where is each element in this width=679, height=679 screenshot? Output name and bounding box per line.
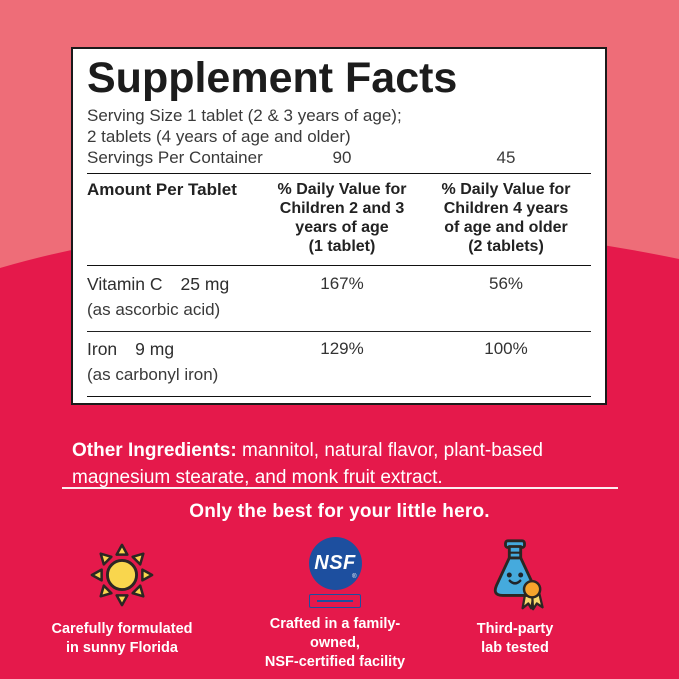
- nutrient-source-note: (as carbonyl iron): [87, 364, 219, 384]
- registered-mark-icon: ®: [352, 574, 357, 580]
- daily-value-col2: 56%: [488, 273, 524, 293]
- divider-thick-bottom: [87, 395, 591, 397]
- header-amount-per-tablet: Amount Per Tablet: [87, 180, 237, 200]
- table-row: Vitamin C 25 mg (as ascorbic acid) 167% 5…: [87, 266, 591, 331]
- servings-value-1: 90: [332, 148, 352, 167]
- daily-value-col2: 100%: [484, 338, 528, 358]
- other-ingredients-paragraph: Other Ingredients: mannitol, natural fla…: [72, 437, 620, 491]
- nsf-logo: NSF ®: [308, 537, 362, 608]
- nutrient-amount: 25 mg: [180, 273, 230, 294]
- nutrient-cell: Vitamin C 25 mg (as ascorbic acid): [87, 274, 263, 320]
- serving-size-block: Serving Size 1 tablet (2 & 3 years of ag…: [87, 105, 591, 168]
- nutrient-amount: 9 mg: [135, 338, 175, 359]
- nutrient-name: Vitamin C: [87, 273, 163, 294]
- tagline: Only the best for your little hero.: [189, 501, 490, 522]
- nsf-logo-text: NSF: [314, 552, 356, 574]
- badge-lab-tested: Third-party lab tested: [430, 537, 600, 669]
- table-header-row: Amount Per Tablet % Daily Value for Chil…: [87, 174, 591, 265]
- other-ingredients-label: Other Ingredients:: [72, 440, 237, 461]
- nsf-circle: NSF ®: [308, 537, 362, 590]
- badge-nsf: NSF ® Crafted in a family-owned, NSF-cer…: [245, 537, 425, 670]
- table-row: Iron 9 mg (as carbonyl iron) 129% 100%: [87, 331, 591, 396]
- nsf-certification-mark: [309, 594, 361, 608]
- daily-value-col1: 129%: [320, 338, 364, 358]
- supplement-facts-panel: Supplement Facts Serving Size 1 tablet (…: [71, 47, 607, 405]
- section-divider-line: [62, 487, 618, 489]
- serving-size-line1: Serving Size 1 tablet (2 & 3 years of ag…: [87, 106, 402, 125]
- header-daily-value-children-4-older: % Daily Value for Children 4 years of ag…: [441, 181, 571, 256]
- lab-flask-icon: [475, 537, 555, 613]
- nutrient-name: Iron: [87, 338, 118, 359]
- other-ingredients-text: mannitol, natural flavor, plant-based ma…: [72, 440, 543, 488]
- badge-caption: Crafted in a family-owned, NSF-certified…: [264, 616, 406, 670]
- panel-title: Supplement Facts: [87, 54, 458, 102]
- divider-thick-top: [87, 173, 591, 175]
- servings-per-container-row: Servings Per Container 90 45: [87, 147, 591, 168]
- badge-caption: Third-party lab tested: [476, 621, 554, 656]
- nutrient-cell: Iron 9 mg (as carbonyl iron): [87, 339, 263, 385]
- servings-label: Servings Per Container: [87, 148, 263, 167]
- daily-value-col1: 167%: [320, 273, 364, 293]
- serving-size-line2: 2 tablets (4 years of age and older): [87, 127, 351, 146]
- nutrient-source-note: (as ascorbic acid): [87, 299, 221, 319]
- badge-caption: Carefully formulated in sunny Florida: [51, 621, 193, 656]
- header-daily-value-children-2-3: % Daily Value for Children 2 and 3 years…: [277, 181, 407, 256]
- badge-florida: Carefully formulated in sunny Florida: [37, 537, 207, 669]
- servings-value-2: 45: [496, 148, 516, 167]
- sun-icon: [89, 537, 155, 613]
